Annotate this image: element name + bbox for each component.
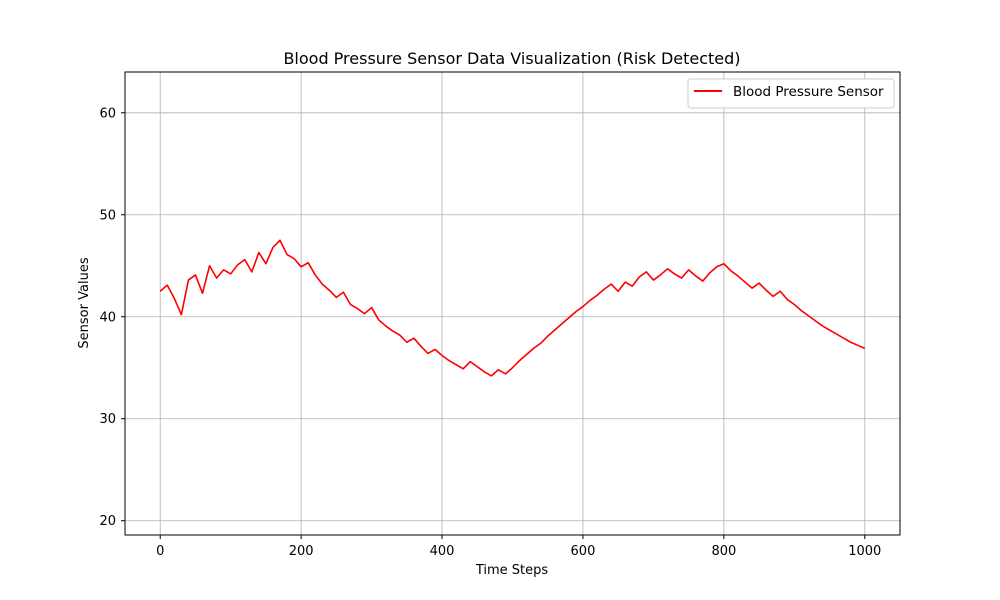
x-tick-label-3: 600 bbox=[571, 544, 596, 559]
y-tick-label-4: 60 bbox=[99, 106, 116, 121]
chart-title: Blood Pressure Sensor Data Visualization… bbox=[283, 49, 740, 68]
y-axis-label: Sensor Values bbox=[77, 257, 92, 348]
legend: Blood Pressure Sensor bbox=[687, 78, 895, 109]
y-tick-label-3: 50 bbox=[99, 208, 116, 223]
x-tick-label-5: 1000 bbox=[848, 544, 881, 559]
legend-box bbox=[687, 78, 895, 109]
grid-lines bbox=[125, 72, 900, 535]
y-tick-label-0: 20 bbox=[99, 514, 116, 529]
plot-area-frame bbox=[124, 71, 901, 536]
x-tick-label-0: 0 bbox=[156, 544, 164, 559]
series-line-0 bbox=[159, 239, 866, 377]
x-axis-label: Time Steps bbox=[475, 563, 549, 578]
y-tick-label-1: 30 bbox=[99, 412, 116, 427]
y-tick-label-2: 40 bbox=[99, 310, 116, 325]
legend-label: Blood Pressure Sensor bbox=[733, 84, 884, 100]
x-tick-label-2: 400 bbox=[430, 544, 455, 559]
y-axis-ticks: 20 30 40 50 60 bbox=[99, 106, 125, 529]
x-tick-label-1: 200 bbox=[289, 544, 314, 559]
x-tick-label-4: 800 bbox=[711, 544, 736, 559]
series-lines bbox=[159, 239, 866, 377]
x-axis-ticks: 0 200 400 600 800 1000 bbox=[156, 535, 881, 559]
